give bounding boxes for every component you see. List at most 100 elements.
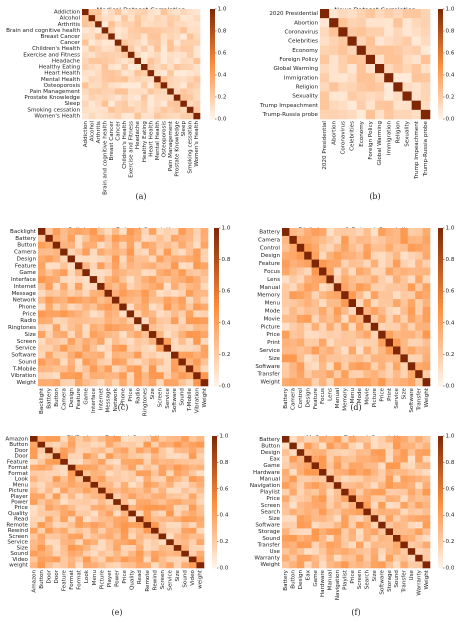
heatmap-cell [304,462,312,470]
heatmap-cell [127,33,135,40]
heatmap-cell [166,476,175,483]
x-tick-label: Alcohol [89,121,95,142]
heatmap-cell [82,379,91,387]
heatmap-cell [105,499,114,506]
heatmap-cell [393,488,401,496]
heatmap-cell [319,554,327,562]
y-tick-label: Feature [259,261,281,267]
heatmap-cell [45,337,54,346]
heatmap-cell [333,561,342,569]
heatmap-cell [319,528,327,536]
y-tick-label: Price [266,496,280,502]
heatmap-cell [134,9,142,16]
x-tick-label: Search [365,570,371,590]
heatmap-cell [113,516,122,523]
heatmap-cell [415,346,423,355]
heatmap-cell [304,330,312,339]
heatmap-cell [329,100,339,111]
heatmap-cell [363,495,372,503]
heatmap-cell [120,493,129,500]
heatmap-cell [156,351,164,359]
heatmap-cell [143,476,152,483]
heatmap-cell [180,45,188,53]
heatmap-cell [163,234,172,243]
heatmap-cell [135,556,144,563]
heatmap-cell [329,91,339,101]
heatmap-cell [173,470,182,477]
heatmap-cell [181,504,190,511]
heatmap-cell [121,21,129,28]
heatmap-cell [400,455,409,463]
heatmap-cell [156,276,164,284]
heatmap-cell [311,275,320,284]
heatmap-cell [333,449,342,457]
heatmap-cell [160,27,168,34]
heatmap-cell [60,539,69,546]
heatmap-cell [90,453,99,460]
heatmap-cell [196,453,205,460]
colorbar-segment [438,378,443,383]
heatmap-cell [193,57,201,65]
heatmap-cell [186,27,194,34]
heatmap-cell [402,27,412,37]
heatmap-cell [30,556,38,563]
heatmap-cell [156,269,164,277]
heatmap-cell [67,289,76,297]
heatmap-cell [52,453,61,460]
heatmap-cell [319,259,327,268]
heatmap-cell [126,331,135,339]
heatmap-cell [319,283,327,292]
heatmap-cell [422,475,431,483]
heatmap-cell [111,241,120,249]
heatmap-cell [74,248,83,256]
heatmap-cell [171,248,179,256]
heatmap-cell [304,495,312,503]
y-tick-label: Arthritis [58,22,80,28]
heatmap-cell [188,533,197,540]
colorbar-segment [212,472,217,476]
heatmap-cell [348,322,357,331]
heatmap-cell [156,303,164,311]
colorbar-segment [212,515,217,519]
heatmap-cell [378,541,386,549]
heatmap-cell [60,487,69,494]
heatmap-cell [341,322,349,331]
heatmap-cell [196,516,205,523]
heatmap-cell [97,358,105,366]
heatmap-cell [319,330,327,339]
heatmap-cell [173,539,182,546]
heatmap-cell [402,54,412,65]
heatmap-cell [282,449,290,457]
x-tick-label: Playlist [342,569,348,590]
heatmap-cell [193,331,201,339]
heatmap-cell [141,262,150,270]
heatmap-cell [180,21,188,28]
heatmap-cell [95,9,102,16]
colorbar-segment [210,31,215,35]
heatmap-cell [333,251,342,260]
heatmap-cell [120,487,129,494]
heatmap-cell [282,548,290,556]
colorbar-segment [212,502,217,506]
heatmap-cell [135,476,144,483]
heatmap-cell [319,475,327,483]
colorbar-segment [438,11,443,15]
heatmap-cell [101,100,109,108]
heatmap-cell [333,521,342,529]
heatmap-cell [97,241,105,249]
heatmap-cell [141,106,148,114]
heatmap-cell [178,262,187,270]
heatmap-cell [407,267,416,276]
heatmap-cell [52,296,61,304]
heatmap-cell [134,255,142,263]
heatmap-cell [329,64,339,74]
heatmap-cell [186,82,194,89]
heatmap-cell [341,235,349,245]
heatmap-cell [180,9,188,16]
heatmap-cell [126,228,135,236]
heatmap-cell [173,550,182,557]
heatmap-cell [348,541,357,549]
heatmap-cell [348,354,357,363]
heatmap-cell [341,502,349,509]
heatmap-cell [326,455,335,463]
